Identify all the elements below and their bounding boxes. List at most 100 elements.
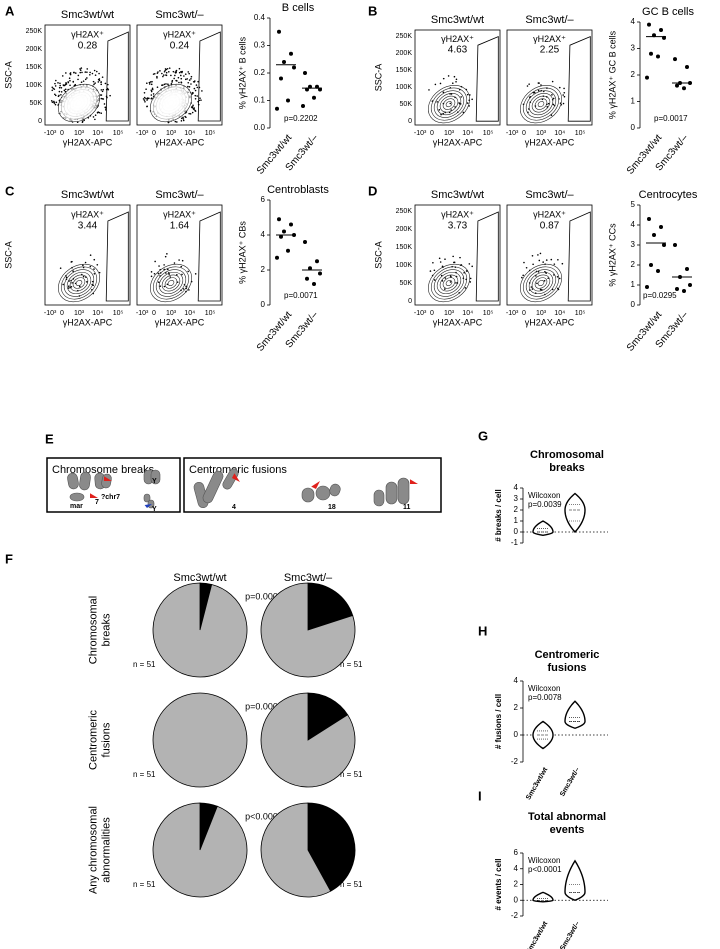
y-tick-label: 3 [514,494,519,503]
event-dot [79,285,81,288]
data-point [286,98,290,103]
event-dot [182,118,185,120]
y-tick-label: 0 [631,300,636,309]
event-dot [562,102,565,105]
contour [75,280,83,286]
event-dot [537,254,539,256]
event-dot [177,76,180,79]
event-dot [452,255,454,258]
gate-value: 1.64 [170,221,190,232]
y-tick-label: 4 [514,676,519,685]
event-dot [84,78,87,81]
row-label: fusions [100,722,112,757]
event-dot [187,270,189,273]
contour [158,271,184,295]
event-dot [99,94,102,96]
y-tick-label: 4 [514,483,519,492]
image-title: Centromeric fusions [189,464,287,476]
event-dot [165,74,167,76]
annotation: p<0.0001 [528,865,562,874]
chromosome [150,469,161,485]
contour [427,263,471,303]
event-dot [77,78,79,81]
data-point [647,217,651,221]
event-dot [447,75,450,77]
contour [57,83,101,123]
plot-header: Smc3wt/wt [431,14,484,26]
event-dot [153,72,156,75]
event-dot [428,89,430,91]
chromosome [385,481,398,505]
data-point [652,233,656,237]
x-axis-label: γH2AX-APC [525,317,575,327]
violin [564,859,586,902]
event-dot [191,111,194,114]
x-tick-label: 10³ [536,310,547,317]
event-dot [532,263,534,266]
y-axis-label: # fusions / cell [494,694,503,749]
event-dot [538,259,541,262]
contour [445,101,453,108]
arrow [311,481,320,489]
data-point [673,243,677,247]
event-dot [439,82,442,85]
event-dot [178,71,181,74]
event-dot [557,259,559,261]
contour [427,84,471,124]
event-dot [93,83,95,86]
panel-letter: A [5,3,15,18]
chromosome [69,492,85,502]
event-dot [74,72,77,74]
gate-label: γH2AX⁺ [71,29,104,39]
event-dot [100,112,103,114]
event-dot [433,269,436,272]
annotation: Wilcoxon [528,856,560,865]
event-dot [166,253,168,255]
event-dot [178,81,180,84]
y-tick-label: 0.0 [254,123,266,132]
event-dot [109,94,111,97]
chromosome-label: 4 [232,504,236,511]
event-dot [100,83,103,86]
p-value: p=0.0017 [654,114,688,123]
violin [564,492,586,534]
gate-label: γH2AX⁺ [441,34,474,44]
event-dot [530,286,533,288]
event-dot [150,275,153,278]
contour [537,280,545,286]
event-dot [150,89,153,92]
event-dot [547,102,550,105]
arrow [410,479,418,484]
event-dot [80,81,83,84]
y-tick-label: 0 [514,895,519,904]
plot-frame [414,204,501,306]
event-dot [159,70,161,72]
x-tick-label: 10⁴ [184,130,195,137]
contour [534,98,548,110]
event-dot [185,116,187,119]
panel-letter: G [478,428,488,443]
event-dot [54,85,57,87]
chart-title: Centroblasts [267,184,329,196]
x-axis-label: γH2AX-APC [63,317,113,327]
event-dot [163,70,166,73]
x-tick-label: 10⁵ [113,310,124,317]
event-dot [455,282,457,284]
event-dot [562,94,564,96]
event-dot [462,111,465,114]
event-dot [188,112,190,115]
event-dot [182,119,185,122]
event-dot [142,98,145,100]
y-axis-label: # breaks / cell [494,489,503,541]
event-dot [52,87,55,90]
event-dot [157,272,160,275]
event-dot [69,72,72,75]
event-dot [188,289,190,291]
contour [519,263,563,303]
column-header: Smc3wt/– [284,572,333,584]
sample-size: n = 51 [133,660,156,669]
event-dot [176,121,178,123]
plot-header: Smc3wt/wt [61,9,114,21]
x-tick-label: 10⁵ [575,310,586,317]
event-dot [176,281,179,283]
